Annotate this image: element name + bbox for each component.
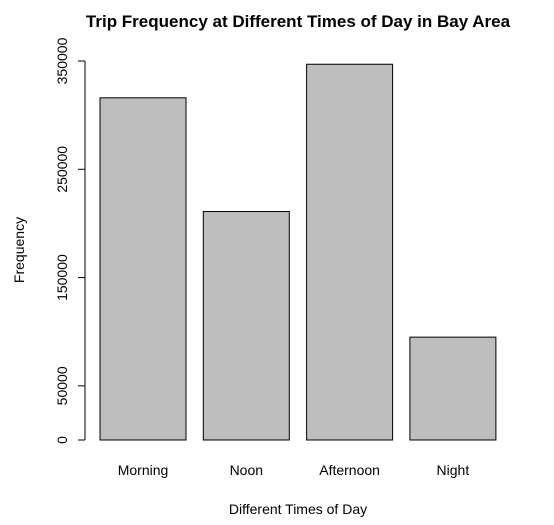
y-tick-label: 150000	[54, 254, 70, 301]
y-axis: 0 50000 150000 250000 350000	[54, 37, 86, 444]
bar-noon	[202, 211, 290, 441]
y-tick-label: 350000	[54, 37, 70, 84]
x-tick-label-morning: Morning	[118, 462, 169, 478]
x-tick-label-night: Night	[437, 462, 470, 478]
x-tick-label-afternoon: Afternoon	[319, 462, 380, 478]
bar-afternoon	[306, 63, 394, 441]
x-axis-label: Different Times of Day	[229, 501, 367, 517]
chart-title: Trip Frequency at Different Times of Day…	[86, 12, 511, 31]
x-tick-label-noon: Noon	[230, 462, 263, 478]
bar-night	[409, 336, 497, 441]
y-tick-label: 50000	[54, 366, 70, 405]
bars-group	[99, 63, 497, 441]
y-tick-label: 0	[54, 436, 70, 444]
y-tick-label: 250000	[54, 146, 70, 193]
y-axis-label: Frequency	[11, 217, 27, 283]
x-category-labels: Morning Noon Afternoon Night	[118, 462, 470, 478]
bar-morning	[99, 97, 187, 441]
